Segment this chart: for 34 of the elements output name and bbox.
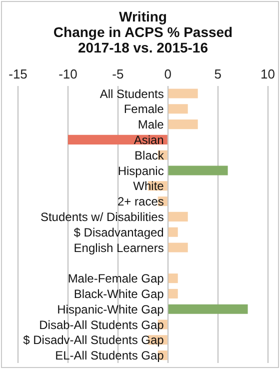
bar bbox=[168, 88, 198, 98]
y-tick-label: Black-White Gap bbox=[74, 287, 164, 302]
y-tick-label: All Students bbox=[100, 86, 164, 101]
y-tick-label: Disab-All Students Gap bbox=[39, 318, 164, 332]
x-tick-label: -10 bbox=[58, 66, 78, 82]
y-tick-label: $ Disadvantaged bbox=[74, 225, 164, 240]
y-tick-label: Asian bbox=[134, 133, 164, 148]
bar bbox=[168, 288, 178, 298]
bar bbox=[168, 166, 228, 176]
y-tick-label: English Learners bbox=[74, 240, 164, 255]
y-tick-label: Female bbox=[124, 102, 164, 116]
y-tick-label: Male-Female Gap bbox=[68, 272, 164, 286]
bar bbox=[168, 120, 198, 130]
chart-title: Writing Change in ACPS % Passed 2017-18 vs. 2015-16 bbox=[53, 8, 233, 56]
y-tick-label: EL-All Students Gap bbox=[55, 348, 164, 363]
x-tick-label: -5 bbox=[112, 66, 124, 82]
y-tick-label: Hispanic bbox=[118, 164, 164, 178]
bar bbox=[168, 242, 188, 252]
x-tick-label: 5 bbox=[214, 66, 222, 82]
y-tick-label: Black bbox=[134, 148, 165, 162]
bar bbox=[168, 212, 188, 222]
bar bbox=[168, 304, 248, 314]
bar bbox=[168, 227, 178, 237]
bar bbox=[168, 274, 178, 284]
y-tick-label: White bbox=[133, 179, 164, 194]
x-tick-label: -15 bbox=[8, 66, 28, 82]
y-tick-label: Students w/ Disabilities bbox=[40, 210, 164, 224]
x-tick-label: 0 bbox=[164, 66, 172, 82]
y-tick-label: $ Disadv-All Students Gap bbox=[23, 333, 164, 348]
x-tick-label: 10 bbox=[260, 66, 276, 82]
y-tick-label: Male bbox=[138, 118, 164, 132]
y-tick-label: Hispanic-White Gap bbox=[57, 302, 164, 316]
y-tick-label: 2+ races bbox=[118, 194, 164, 209]
bar bbox=[168, 104, 188, 114]
